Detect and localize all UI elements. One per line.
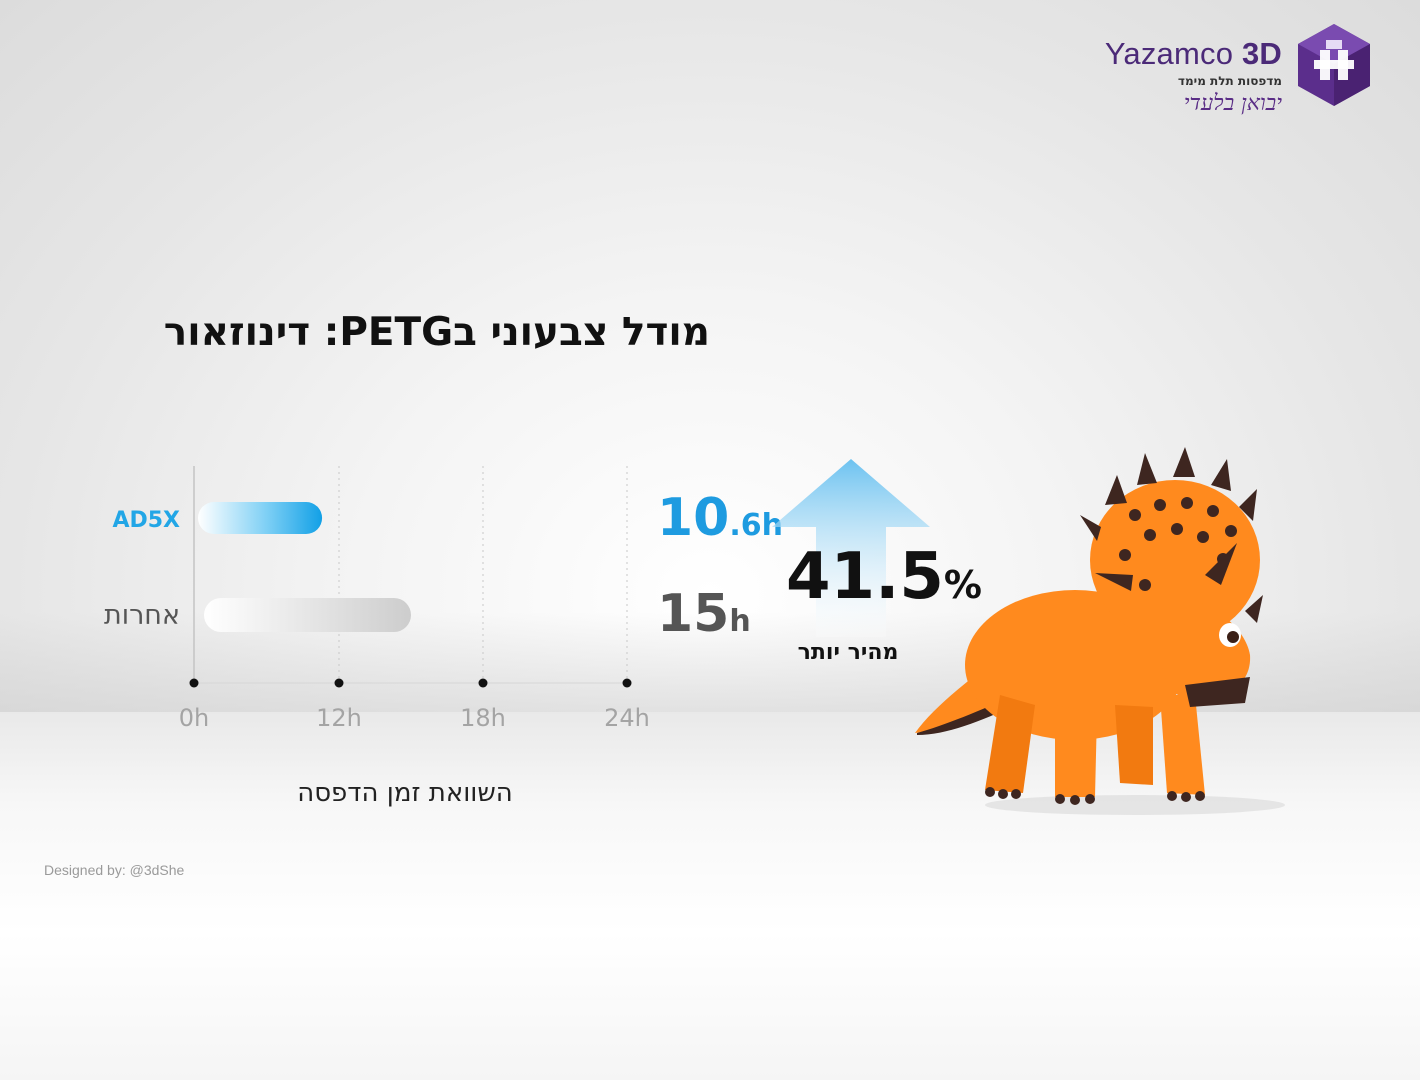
bar-others	[204, 598, 411, 632]
bar-ad5x	[198, 502, 323, 534]
designer-credit: Designed by: @3dShe	[44, 862, 185, 878]
up-arrow-icon	[772, 459, 930, 637]
faster-label: מהיר יותר	[797, 640, 899, 665]
x-tick-dot	[622, 678, 632, 688]
brand-logo: Yazamco 3D מדפסות תלת מימד יבואן בלעדי	[1082, 22, 1372, 132]
percent-sign: %	[943, 563, 982, 607]
value-label-ad5x: 10.6h	[657, 488, 783, 548]
x-tick-dot	[189, 678, 199, 688]
chart-caption: השוואת זמן הדפסה	[297, 778, 513, 808]
value-main: 10	[657, 488, 730, 548]
brand-name: Yazamco 3D	[1105, 36, 1282, 72]
percent-value: 41.5	[786, 540, 944, 614]
category-label-others: אחרות	[103, 600, 180, 631]
percent-faster: 41.5%	[786, 540, 982, 614]
x-tick-label: 24h	[604, 704, 650, 732]
brand-script: יבואן בלעדי	[1183, 91, 1282, 116]
dinosaur-model-image	[915, 447, 1285, 815]
brand-text: Yazamco 3D מדפסות תלת מימד יבואן בלעדי	[1105, 36, 1282, 116]
value-unit: h	[729, 604, 751, 639]
value-main: 15	[657, 584, 730, 644]
value-label-others: 15h	[657, 584, 751, 644]
cube-logo-icon	[1298, 24, 1370, 106]
category-label-ad5x: AD5X	[112, 508, 180, 533]
page-title: מודל צבעוני בPETG: דינוזאור	[163, 310, 710, 355]
x-tick-dot	[478, 678, 488, 688]
brand-name-regular: Yazamco	[1104, 36, 1234, 71]
x-tick-label: 18h	[460, 704, 506, 732]
x-tick-label: 12h	[316, 704, 362, 732]
x-tick-label: 0h	[178, 704, 210, 732]
brand-tagline: מדפסות תלת מימד	[1177, 74, 1282, 88]
x-tick-dot	[334, 678, 344, 688]
brand-name-bold: 3D	[1241, 36, 1282, 71]
